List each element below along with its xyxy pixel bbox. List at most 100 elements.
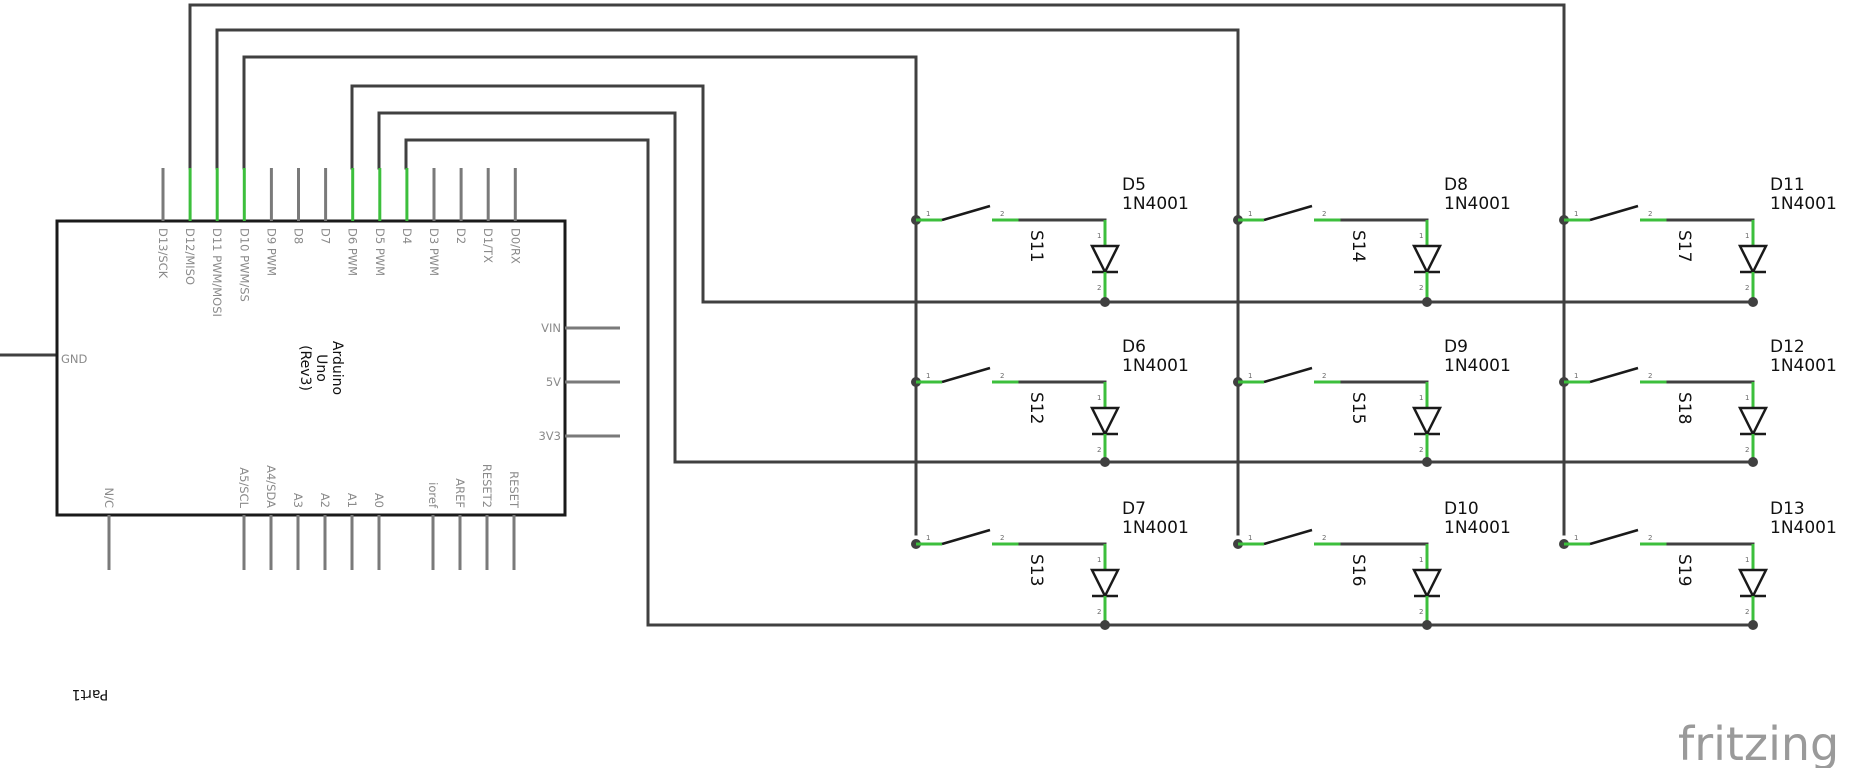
switch-label: S19	[1674, 554, 1694, 586]
top-pin-label: D6 PWM	[346, 228, 360, 276]
switch-label: S17	[1674, 230, 1694, 262]
arduino-bottom-pins: N/C A5/SCL A4/SDA A3 A2 A1 A0 ioref AREF RESET2 RE…	[102, 464, 521, 570]
switch-label: S18	[1674, 392, 1694, 424]
bottom-pin-label: AREF	[453, 478, 467, 508]
diode-pin-2: 2	[1745, 284, 1749, 292]
switch-label: S13	[1026, 554, 1046, 586]
top-pin-label: D4	[400, 228, 414, 244]
diode-ref-label: D11	[1770, 175, 1805, 195]
arduino-right-pins: VIN 5V 3V3	[538, 321, 620, 443]
diode-ref-label: D5	[1122, 175, 1146, 195]
diode-ref-label: D12	[1770, 337, 1805, 357]
switch-label: S12	[1026, 392, 1046, 424]
arduino-title-line-2: Uno	[313, 354, 329, 382]
top-pin-label: D13/SCK	[156, 228, 170, 279]
diode-pin-2: 2	[1097, 608, 1101, 616]
diode-symbol	[1737, 406, 1769, 437]
wire-d11-col2	[215, 28, 1240, 536]
diode-pin-2: 2	[1419, 284, 1423, 292]
junction-dot	[1100, 620, 1110, 630]
diode-pin-1: 1	[1745, 232, 1749, 240]
switch-label: S11	[1026, 230, 1046, 262]
switch-pin-2: 2	[1322, 534, 1326, 542]
diode-part-label: 1N4001	[1770, 356, 1837, 376]
switch-pin-1: 1	[926, 210, 930, 218]
diode-symbol	[1411, 244, 1443, 275]
top-pin-label: D5 PWM	[373, 228, 387, 276]
bottom-pin-label: RESET2	[480, 464, 494, 508]
top-pin-label: D2	[454, 228, 468, 244]
diode-symbol	[1089, 406, 1121, 437]
switch-pin-2: 2	[1000, 534, 1004, 542]
arduino-uno: D13/SCK D12/MISO D11 PWM/MOSI D10 PWM/SS D9 …	[55, 168, 620, 570]
diode-pin-2: 2	[1745, 608, 1749, 616]
switch-pin-2: 2	[1648, 210, 1652, 218]
bottom-pin-label: N/C	[102, 487, 116, 508]
switch-label: S14	[1348, 230, 1368, 262]
top-pin-label: D11 PWM/MOSI	[210, 228, 224, 317]
diode-ref-label: D13	[1770, 499, 1805, 519]
switch-pin-2: 2	[1000, 210, 1004, 218]
top-pin-label: D10 PWM/SS	[237, 228, 251, 302]
bottom-pin-label: A4/SDA	[264, 465, 278, 508]
switch-pin-2: 2	[1322, 210, 1326, 218]
junction-dot	[1422, 297, 1432, 307]
diode-symbol	[1737, 244, 1769, 275]
switch-blade	[941, 366, 991, 384]
switch-pin-1: 1	[1574, 210, 1578, 218]
diode-part-label: 1N4001	[1444, 356, 1511, 376]
top-pin-label: D12/MISO	[183, 228, 197, 285]
diode-ref-label: D10	[1444, 499, 1479, 519]
diode-pin-2: 2	[1419, 446, 1423, 454]
diode-part-label: 1N4001	[1122, 356, 1189, 376]
part-label: Part1	[72, 686, 109, 702]
diode-ref-label: D9	[1444, 337, 1468, 357]
switch-pin-2: 2	[1322, 372, 1326, 380]
arduino-title-line-3: (Rev3)	[297, 345, 313, 391]
switch-blade	[941, 528, 991, 546]
wire-d5-row2	[377, 111, 1752, 464]
switch-blade	[1589, 366, 1639, 384]
wire-d12-col3	[188, 3, 1566, 536]
diode-part-label: 1N4001	[1444, 518, 1511, 538]
diode-pin-1: 1	[1419, 232, 1423, 240]
diode-pin-1: 1	[1097, 394, 1101, 402]
diode-pin-1: 1	[1745, 394, 1749, 402]
switch-pin-1: 1	[1574, 534, 1578, 542]
wires	[0, 3, 1752, 627]
diode-pin-1: 1	[1097, 232, 1101, 240]
bottom-pin-label: ioref	[426, 482, 440, 509]
bottom-pin-label: A3	[291, 493, 305, 508]
top-pin-label: D3 PWM	[427, 228, 441, 276]
top-pin-label: D0/RX	[508, 228, 522, 264]
diode-pin-2: 2	[1745, 446, 1749, 454]
diode-pin-2: 2	[1097, 446, 1101, 454]
switch-label: S16	[1348, 554, 1368, 586]
switch-pin-2: 2	[1648, 534, 1652, 542]
diode-pin-1: 1	[1745, 556, 1749, 564]
diode-ref-label: D6	[1122, 337, 1146, 357]
junction-dot	[1748, 457, 1758, 467]
junction-dot	[1100, 457, 1110, 467]
junction-dot	[1422, 620, 1432, 630]
top-pin-label: D1/TX	[481, 228, 495, 263]
switch-blade	[1263, 204, 1313, 222]
junction-dot	[1100, 297, 1110, 307]
bottom-pin-label: A2	[318, 493, 332, 508]
switch-pin-2: 2	[1000, 372, 1004, 380]
bottom-pin-label: A1	[345, 493, 359, 508]
diode-ref-label: D8	[1444, 175, 1468, 195]
wire-d6-row1	[350, 84, 1752, 304]
switch-blade	[1263, 366, 1313, 384]
switch-pin-1: 1	[1574, 372, 1578, 380]
wire-d4-row3	[404, 138, 1752, 627]
top-pin-label: D7	[319, 228, 333, 244]
